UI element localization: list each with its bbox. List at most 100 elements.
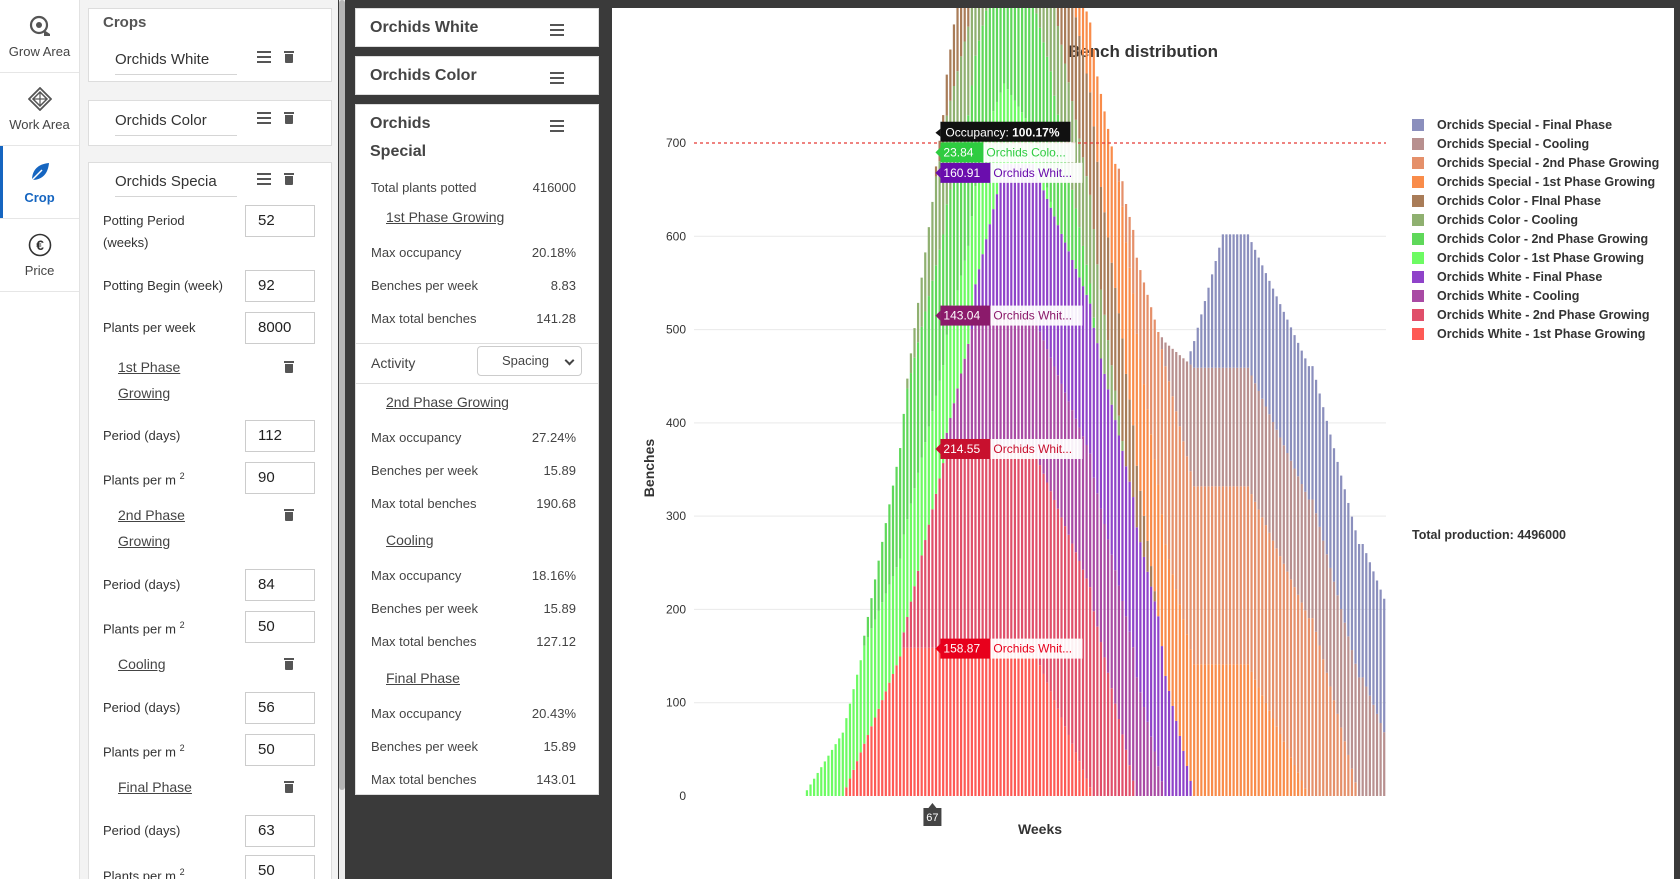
cooling-plants-input[interactable]: 50 xyxy=(245,734,315,766)
bar-segment xyxy=(1189,780,1192,796)
bar-segment xyxy=(1289,579,1293,758)
trash-icon[interactable] xyxy=(284,658,294,670)
final-plants-input[interactable]: 50 xyxy=(245,855,315,879)
bar-segment xyxy=(1135,527,1138,678)
bar-segment xyxy=(1020,647,1024,796)
tooltip-value-bg xyxy=(940,142,984,163)
summary-cooling-link[interactable]: Cooling xyxy=(386,532,434,548)
y-tick-label: 600 xyxy=(666,229,686,243)
trash-icon[interactable] xyxy=(284,361,294,373)
legend-item[interactable]: Orchids Color - FInal Phase xyxy=(1412,191,1659,210)
potting-period-input[interactable]: 52 xyxy=(245,205,315,237)
nav-work-area[interactable]: Work Area xyxy=(0,73,79,146)
potting-begin-input[interactable]: 92 xyxy=(245,270,315,302)
bar-segment xyxy=(1279,437,1282,557)
bar-segment xyxy=(1060,8,1063,45)
nav-grow-area[interactable]: Grow Area xyxy=(0,0,79,73)
bar-segment xyxy=(1189,364,1192,472)
legend-item[interactable]: Orchids White - Cooling xyxy=(1412,286,1659,305)
phase-2-plants-input[interactable]: 50 xyxy=(245,611,315,643)
bar-segment xyxy=(956,388,959,448)
bar-segment xyxy=(913,586,916,648)
bar-segment xyxy=(992,647,995,796)
nav-crop[interactable]: Crop xyxy=(0,146,79,219)
menu-icon[interactable] xyxy=(550,24,564,36)
legend-item[interactable]: Orchids Color - 2nd Phase Growing xyxy=(1412,229,1659,248)
bar-segment xyxy=(974,314,977,448)
bar-segment xyxy=(1239,367,1242,487)
crop-name-orchids-color[interactable]: Orchids Color xyxy=(115,112,237,136)
menu-icon[interactable] xyxy=(550,120,564,132)
tooltip-name: Orchids Whit... xyxy=(993,166,1072,180)
bar-segment xyxy=(981,156,984,255)
legend-item[interactable]: Orchids Special - 1st Phase Growing xyxy=(1412,172,1659,191)
bar-segment xyxy=(1164,544,1167,676)
bar-segment xyxy=(1207,664,1210,796)
bar-segment xyxy=(1081,569,1085,770)
plants-per-week-input[interactable]: 8000 xyxy=(245,312,315,344)
summary-card-orchids-white[interactable]: Orchids White xyxy=(355,8,599,47)
summary-phase-1-link[interactable]: 1st Phase Growing xyxy=(386,209,505,225)
summary-title: Orchids Color xyxy=(370,67,477,84)
nav-price[interactable]: € Price xyxy=(0,219,79,292)
plants-m2-label: Plants per m 2 xyxy=(103,867,185,879)
menu-icon[interactable] xyxy=(550,72,564,84)
bar-segment xyxy=(1286,571,1289,750)
cooling-period-input[interactable]: 56 xyxy=(245,692,315,724)
legend-item[interactable]: Orchids White - Final Phase xyxy=(1412,267,1659,286)
trash-icon[interactable] xyxy=(284,112,294,124)
phase-2-link-line2[interactable]: Growing xyxy=(118,533,171,549)
phase-2-link[interactable]: 2nd Phase xyxy=(118,507,185,523)
phase-2-period-input[interactable]: 84 xyxy=(245,569,315,601)
bar-segment xyxy=(1085,778,1088,796)
trash-icon[interactable] xyxy=(284,781,294,793)
tooltip-name-bg xyxy=(983,142,1076,163)
bar-segment xyxy=(938,647,941,796)
bar-segment xyxy=(1322,659,1325,796)
phase-1-link[interactable]: 1st Phase xyxy=(118,359,181,375)
phase-final-link[interactable]: Final Phase xyxy=(118,779,192,795)
phase-1-period-input[interactable]: 112 xyxy=(245,420,315,452)
legend-item[interactable]: Orchids White - 1st Phase Growing xyxy=(1412,324,1659,343)
trash-icon[interactable] xyxy=(284,51,294,63)
trash-icon[interactable] xyxy=(284,509,294,521)
phase-1-plants-input[interactable]: 90 xyxy=(245,462,315,494)
menu-icon[interactable] xyxy=(257,173,271,185)
bar-segment xyxy=(1107,672,1110,796)
bar-segment xyxy=(1157,484,1160,617)
crops-scrollbar[interactable] xyxy=(339,0,345,879)
legend-item[interactable]: Orchids Color - 1st Phase Growing xyxy=(1412,248,1659,267)
menu-icon[interactable] xyxy=(257,51,271,63)
bar-segment xyxy=(1006,314,1009,448)
bar-segment xyxy=(1099,642,1103,796)
summary-phase-2-link[interactable]: 2nd Phase Growing xyxy=(386,394,509,410)
bar-segment xyxy=(863,635,866,646)
hover-tooltip: 160.91 Orchids Whit... xyxy=(935,162,1083,183)
legend-item[interactable]: Orchids Special - 2nd Phase Growing xyxy=(1412,153,1659,172)
bar-segment xyxy=(827,755,830,796)
legend-item[interactable]: Orchids Special - Cooling xyxy=(1412,134,1659,153)
crop-name-orchids-white[interactable]: Orchids White xyxy=(115,51,237,75)
phase-1-link-line2[interactable]: Growing xyxy=(118,385,171,401)
hover-week-box xyxy=(923,808,942,826)
menu-icon[interactable] xyxy=(257,112,271,124)
bar-segment xyxy=(1153,601,1156,752)
bar-segment xyxy=(1085,176,1088,265)
final-period-input[interactable]: 63 xyxy=(245,815,315,847)
summary-card-orchids-color[interactable]: Orchids Color xyxy=(355,56,599,95)
bar-segment xyxy=(1128,481,1131,632)
bar-segment xyxy=(934,176,938,266)
euro-icon: € xyxy=(28,233,51,256)
bench-distribution-chart[interactable]: 0 100 200 300 400 500 600 700 Weeks Benches 67 Occu… xyxy=(612,8,1674,879)
summary-final-link[interactable]: Final Phase xyxy=(386,670,460,686)
bar-segment xyxy=(1200,367,1203,487)
bar-segment xyxy=(1114,703,1117,796)
crop-name-orchids-special[interactable]: Orchids Specia xyxy=(115,173,237,197)
legend-item[interactable]: Orchids Color - Cooling xyxy=(1412,210,1659,229)
legend-item[interactable]: Orchids Special - Final Phase xyxy=(1412,115,1659,134)
activity-select[interactable]: Spacing xyxy=(477,346,582,376)
legend-item[interactable]: Orchids White - 2nd Phase Growing xyxy=(1412,305,1659,324)
trash-icon[interactable] xyxy=(284,173,294,185)
bar-segment xyxy=(999,179,1002,315)
phase-cooling-link[interactable]: Cooling xyxy=(118,656,166,672)
